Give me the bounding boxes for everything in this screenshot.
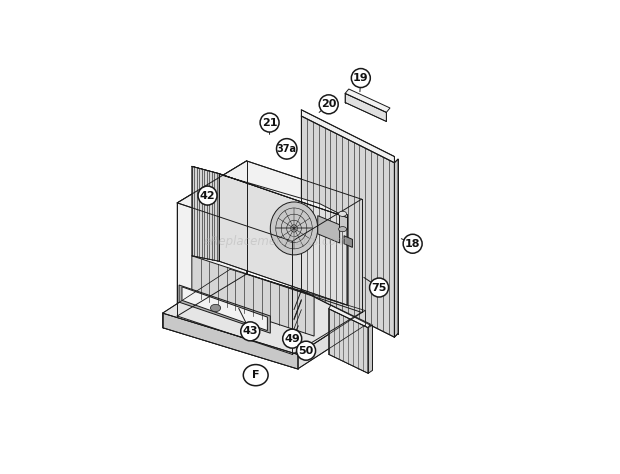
Polygon shape — [317, 216, 340, 243]
Polygon shape — [177, 161, 247, 316]
Circle shape — [296, 341, 316, 360]
Circle shape — [403, 234, 422, 253]
Circle shape — [370, 278, 389, 297]
Text: 18: 18 — [405, 239, 420, 249]
Circle shape — [198, 186, 217, 205]
Circle shape — [283, 329, 302, 348]
Polygon shape — [345, 93, 386, 121]
Polygon shape — [339, 214, 347, 229]
Text: 21: 21 — [262, 118, 277, 128]
Polygon shape — [345, 89, 390, 112]
Polygon shape — [162, 269, 365, 355]
Polygon shape — [394, 159, 398, 337]
Polygon shape — [368, 325, 373, 374]
Ellipse shape — [270, 202, 317, 255]
Polygon shape — [192, 256, 314, 336]
Polygon shape — [344, 236, 352, 247]
Polygon shape — [301, 116, 394, 337]
Text: eReplacementParts.com: eReplacementParts.com — [203, 235, 348, 248]
Polygon shape — [329, 309, 368, 374]
Polygon shape — [192, 166, 347, 218]
Text: 75: 75 — [371, 283, 387, 292]
Polygon shape — [179, 285, 270, 333]
Polygon shape — [162, 310, 365, 369]
Polygon shape — [292, 199, 361, 355]
Text: 20: 20 — [321, 100, 337, 109]
Text: 50: 50 — [298, 346, 314, 356]
Text: 42: 42 — [200, 191, 215, 201]
Polygon shape — [301, 110, 394, 163]
Circle shape — [260, 113, 279, 132]
Text: 43: 43 — [242, 326, 258, 337]
Ellipse shape — [339, 211, 347, 216]
Circle shape — [277, 138, 297, 159]
Text: F: F — [252, 370, 259, 380]
Polygon shape — [329, 305, 370, 328]
Circle shape — [319, 95, 338, 114]
Polygon shape — [177, 161, 361, 241]
Text: 37a: 37a — [277, 144, 297, 154]
Polygon shape — [192, 166, 219, 261]
Polygon shape — [177, 274, 361, 355]
Polygon shape — [219, 173, 347, 305]
Text: 49: 49 — [285, 334, 300, 344]
Ellipse shape — [243, 365, 268, 386]
Text: 19: 19 — [353, 73, 369, 83]
Ellipse shape — [339, 227, 347, 232]
Circle shape — [241, 322, 260, 341]
Polygon shape — [162, 313, 298, 369]
Ellipse shape — [210, 304, 221, 311]
Circle shape — [352, 69, 370, 88]
Polygon shape — [182, 287, 267, 331]
